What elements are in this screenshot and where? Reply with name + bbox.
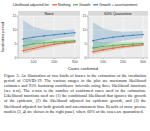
grid-line	[18, 16, 80, 17]
y-axis	[88, 16, 89, 58]
tick-label: 0	[15, 56, 17, 60]
tick-label: 15	[83, 14, 87, 18]
confidence-band	[93, 22, 143, 49]
grid-line	[18, 58, 80, 59]
legend-entry: Growth	[79, 3, 91, 7]
y-axis-label: Incubation period	[0, 22, 5, 53]
x-axis-label: Cases confirmed	[68, 66, 98, 71]
estimate-point	[122, 44, 124, 46]
panel-title: 60% Quarantine	[104, 12, 131, 16]
grid-line	[74, 16, 75, 58]
tick-label: 300	[140, 60, 146, 64]
legend-entry: Growth + ascertainment	[99, 3, 137, 7]
y-axis	[18, 16, 19, 58]
tick-label: 5	[85, 42, 87, 46]
plot-area	[18, 16, 80, 58]
tick-label: 10	[13, 28, 17, 32]
tick-label: 10	[83, 28, 87, 32]
caption: Figure 3: An illustration of two kinds o…	[4, 73, 146, 114]
estimate-point	[112, 45, 114, 47]
estimate-point	[43, 42, 45, 44]
estimate-point	[132, 35, 134, 37]
estimate-point	[132, 43, 134, 45]
x-axis	[88, 58, 148, 59]
legend-swatch	[93, 4, 98, 5]
panel-title: None	[44, 12, 53, 16]
legend-swatch	[73, 4, 78, 5]
estimate-point	[102, 46, 104, 48]
tick-label: 100	[100, 60, 106, 64]
grid-line	[88, 58, 148, 59]
legend-entry: Nothing	[58, 3, 70, 7]
estimate-line	[93, 34, 143, 40]
estimate-line	[23, 33, 75, 39]
data-group	[92, 22, 144, 54]
estimate-point	[102, 38, 104, 40]
tick-label: 200	[51, 60, 57, 64]
estimate-point	[33, 48, 35, 50]
estimate-point	[92, 40, 94, 42]
estimate-point	[53, 41, 55, 43]
confidence-band	[23, 20, 75, 48]
estimate-point	[142, 43, 144, 45]
estimate-point	[122, 35, 124, 37]
panel-strip	[18, 11, 80, 16]
estimate-point	[74, 40, 76, 42]
legend-swatch	[52, 4, 57, 5]
estimate-point	[142, 34, 144, 36]
legend-title: Likelihood adjusted for:	[13, 3, 50, 7]
tick-label: 0	[85, 56, 87, 60]
estimate-point	[64, 41, 66, 43]
tick-label: 15	[13, 14, 17, 18]
estimate-point	[64, 33, 66, 35]
grid-line	[88, 16, 148, 17]
x-axis	[18, 58, 80, 59]
estimate-point	[74, 32, 76, 34]
data-group	[22, 20, 75, 53]
figure: None 0 5 10 15 100 200 300 60% Quarantine 0 5 10 15 1…	[0, 0, 150, 72]
plot-area	[88, 16, 148, 58]
estimate-point	[33, 36, 35, 38]
estimate-point	[22, 38, 24, 40]
estimate-point	[22, 50, 24, 52]
tick-label: 300	[72, 60, 78, 64]
panel-strip	[88, 11, 148, 16]
tick-label: 200	[120, 60, 126, 64]
estimate-point	[43, 35, 45, 37]
estimate-point	[112, 36, 114, 38]
tick-label: 100	[31, 60, 37, 64]
grid-line	[33, 16, 34, 58]
estimate-point	[53, 34, 55, 36]
legend: Likelihood adjusted for: Nothing Growth Gro…	[13, 3, 138, 7]
tick-label: 5	[15, 42, 17, 46]
estimate-point	[43, 45, 45, 47]
